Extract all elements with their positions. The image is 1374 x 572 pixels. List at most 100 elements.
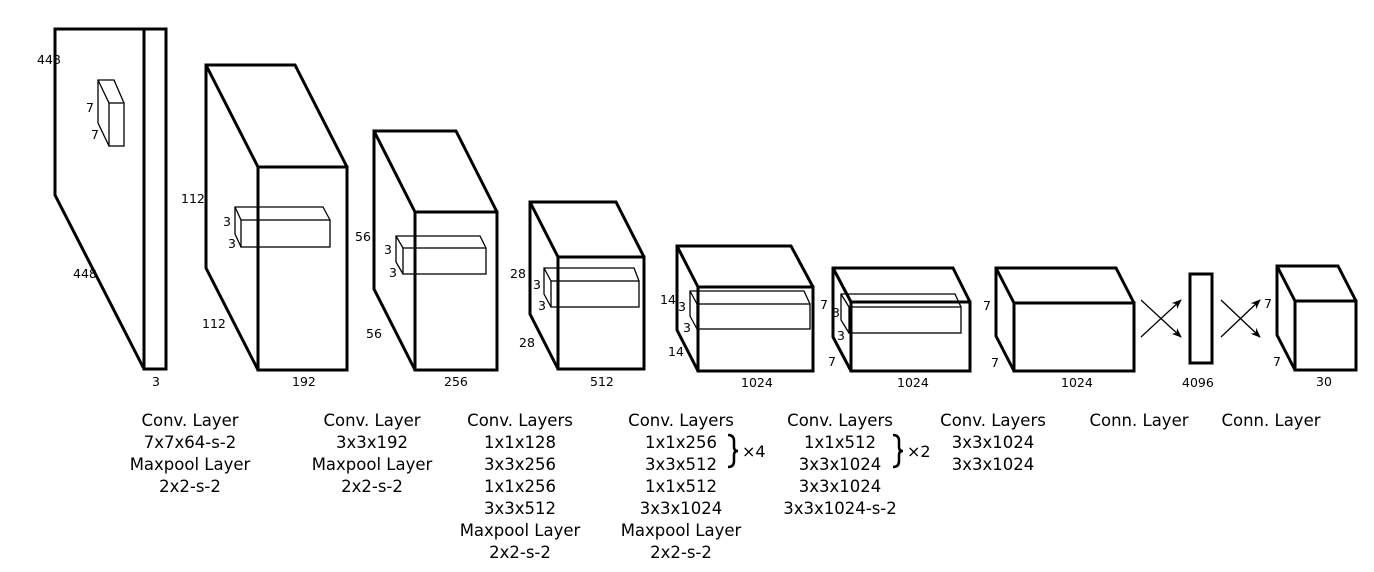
caption-column: Conv. Layer 7x7x64-s-2 Maxpool Layer 2x2-s-…	[130, 411, 251, 496]
kernel-side-faces	[395, 235, 487, 275]
caption-line: 2x2-s-2	[159, 477, 221, 496]
caption-line: 1x1x512	[804, 433, 876, 452]
dim-label: 28	[519, 335, 535, 350]
caption-title: Conn. Layer	[1221, 411, 1320, 430]
caption-line: 2x2-s-2	[489, 543, 551, 562]
dim-label: 112	[202, 316, 226, 331]
caption-title: Conv. Layers	[628, 411, 734, 430]
dim-label: 1024	[897, 375, 929, 390]
kernel-size-label: 7	[86, 100, 94, 115]
captions: Conv. Layer 7x7x64-s-2 Maxpool Layer 2x2-s-…	[130, 411, 1321, 562]
caption-line: Maxpool Layer	[312, 455, 433, 474]
caption-column: Conv. Layers 1x1x512 3x3x1024 3x3x1024 3x3x1…	[783, 411, 930, 518]
fully-connected-arrows	[1220, 299, 1261, 338]
layer-output: 7 7 30	[1264, 264, 1358, 389]
caption-title: Conv. Layer	[323, 411, 420, 430]
volume-side-faces	[994, 266, 1136, 372]
kernel-size-label: 3	[538, 298, 546, 313]
caption-line: 1x1x512	[645, 477, 717, 496]
caption-line: Maxpool Layer	[460, 521, 581, 540]
layer-fc1: 4096	[1182, 272, 1214, 390]
caption-line: 1x1x256	[484, 477, 556, 496]
kernel-size-label: 3	[678, 299, 686, 314]
caption-column: Conn. Layer	[1221, 411, 1320, 430]
kernel-front-face	[402, 247, 487, 275]
kernel-front-face	[848, 306, 962, 334]
dim-label: 3	[152, 374, 160, 389]
layers: 7744844833311211219233565625633282851233…	[37, 27, 1358, 390]
caption-line: 3x3x1024-s-2	[783, 499, 897, 518]
kernel-side-faces	[689, 290, 811, 330]
caption-title: Conv. Layers	[787, 411, 893, 430]
dim-label: 56	[355, 229, 371, 244]
caption-line: 2x2-s-2	[341, 477, 403, 496]
dim-label: 56	[366, 326, 382, 341]
volume-front-face	[1012, 301, 1136, 373]
kernel-front-face	[240, 219, 331, 248]
dim-label: 7	[1273, 354, 1281, 369]
caption-column: Conv. Layer 3x3x192 Maxpool Layer 2x2-s-2	[312, 411, 433, 496]
dim-label: 7	[991, 355, 999, 370]
layer-input: 7 7 448 448 3	[37, 27, 168, 389]
caption-line: 1x1x256	[645, 433, 717, 452]
kernel-size-label: 3	[683, 320, 691, 335]
fully-connected-arrows	[1140, 299, 1182, 338]
caption-line: 3x3x1024	[952, 455, 1035, 474]
kernel-size-label: 3	[384, 242, 392, 257]
kernel-size-label: 3	[389, 265, 397, 280]
dim-label: 512	[590, 374, 614, 389]
volume-side-faces	[1275, 264, 1358, 371]
volume-front-face	[142, 27, 168, 371]
kernel-front-face	[108, 102, 125, 147]
dim-label: 7	[820, 297, 828, 312]
dim-label: 192	[292, 374, 316, 389]
caption-line: 3x3x1024	[952, 433, 1035, 452]
kernel-size-label: 3	[228, 236, 236, 251]
caption-line: 3x3x1024	[799, 477, 882, 496]
repeat-count: ×4	[742, 442, 766, 461]
caption-line: 3x3x1024	[640, 499, 723, 518]
brace-icon	[892, 433, 904, 469]
caption-title: Conn. Layer	[1089, 411, 1188, 430]
volume-front-face	[256, 165, 349, 372]
fc-layer-box	[1188, 272, 1214, 365]
caption-line: 3x3x512	[484, 499, 556, 518]
arrow-icon	[1220, 299, 1261, 338]
kernel-front-face	[696, 303, 811, 330]
caption-title: Conv. Layer	[141, 411, 238, 430]
caption-line: 3x3x512	[645, 455, 717, 474]
dim-label: 4096	[1182, 375, 1214, 390]
caption-line: 7x7x64-s-2	[144, 433, 237, 452]
dim-label: 1024	[1061, 375, 1093, 390]
caption-title: Conv. Layers	[467, 411, 573, 430]
arrow-icon	[1140, 299, 1182, 338]
volume-front-face	[849, 300, 972, 373]
volume-front-face	[556, 255, 646, 371]
volume-front-face	[413, 210, 499, 372]
volume-side-faces	[53, 27, 166, 370]
layer-conv3: 3 3 28 28 512	[510, 200, 646, 389]
dim-label: 448	[37, 52, 61, 67]
caption-line: Maxpool Layer	[621, 521, 742, 540]
kernel-size-label: 3	[223, 214, 231, 229]
repeat-count: ×2	[907, 442, 931, 461]
volume-front-face	[1293, 299, 1358, 372]
kernel-side-faces	[97, 79, 125, 147]
caption-title: Conv. Layers	[940, 411, 1046, 430]
kernel-side-faces	[543, 267, 640, 308]
dim-label: 112	[181, 191, 205, 206]
caption-line: 2x2-s-2	[650, 543, 712, 562]
kernel-side-faces	[840, 293, 962, 334]
volume-side-faces	[204, 63, 349, 371]
layer-conv6: 7 7 1024	[983, 266, 1136, 390]
dim-label: 14	[660, 292, 676, 307]
kernel-size-label: 3	[533, 277, 541, 292]
kernel-size-label: 7	[91, 127, 99, 142]
caption-column: Conv. Layers 1x1x128 3x3x256 1x1x256 3x3x512…	[460, 411, 581, 562]
caption-line: 3x3x192	[336, 433, 408, 452]
volume-side-faces	[372, 129, 499, 371]
caption-line: 3x3x256	[484, 455, 556, 474]
caption-line: Maxpool Layer	[130, 455, 251, 474]
